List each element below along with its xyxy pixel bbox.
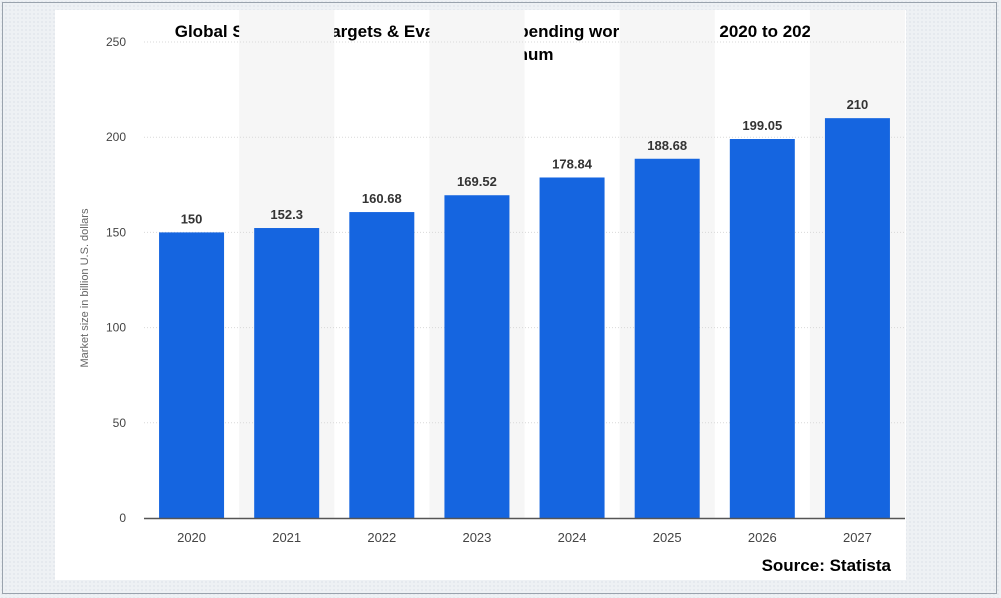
y-tick-label: 50 [113, 416, 127, 430]
y-tick-label: 250 [106, 35, 126, 49]
data-label: 188.68 [647, 138, 687, 153]
x-axis-ticks: 2020 2021 2022 2023 2024 2025 2026 2027 [177, 530, 872, 545]
y-tick-label: 100 [106, 321, 126, 335]
y-axis-ticks: 0 50 100 150 200 250 [106, 35, 126, 525]
bars [159, 118, 890, 519]
x-tick-label: 2027 [843, 530, 872, 545]
bar [254, 228, 320, 518]
bar [349, 212, 415, 518]
bar [444, 195, 510, 518]
data-label: 178.84 [552, 156, 593, 171]
x-tick-label: 2022 [367, 530, 396, 545]
data-label: 210 [847, 97, 869, 112]
bar [824, 118, 890, 518]
x-tick-label: 2026 [748, 530, 777, 545]
data-label: 199.05 [742, 118, 782, 133]
source-note: Source: Statista [761, 556, 891, 575]
y-tick-label: 0 [119, 511, 126, 525]
bar [729, 139, 795, 519]
x-tick-label: 2024 [558, 530, 587, 545]
bar [159, 232, 225, 518]
x-tick-label: 2025 [653, 530, 682, 545]
bar [634, 158, 700, 518]
y-tick-label: 200 [106, 130, 126, 144]
x-tick-label: 2021 [272, 530, 301, 545]
data-label: 169.52 [457, 174, 497, 189]
data-label: 150 [181, 211, 203, 226]
bar [539, 177, 605, 518]
x-tick-label: 2023 [462, 530, 491, 545]
data-label: 160.68 [362, 191, 402, 206]
y-axis-label: Market size in billion U.S. dollars [79, 208, 91, 367]
data-label: 152.3 [270, 207, 303, 222]
y-tick-label: 150 [106, 225, 126, 239]
x-tick-label: 2020 [177, 530, 206, 545]
data-labels: 150 152.3 160.68 169.52 178.84 188.68 199.05 21… [181, 97, 869, 226]
